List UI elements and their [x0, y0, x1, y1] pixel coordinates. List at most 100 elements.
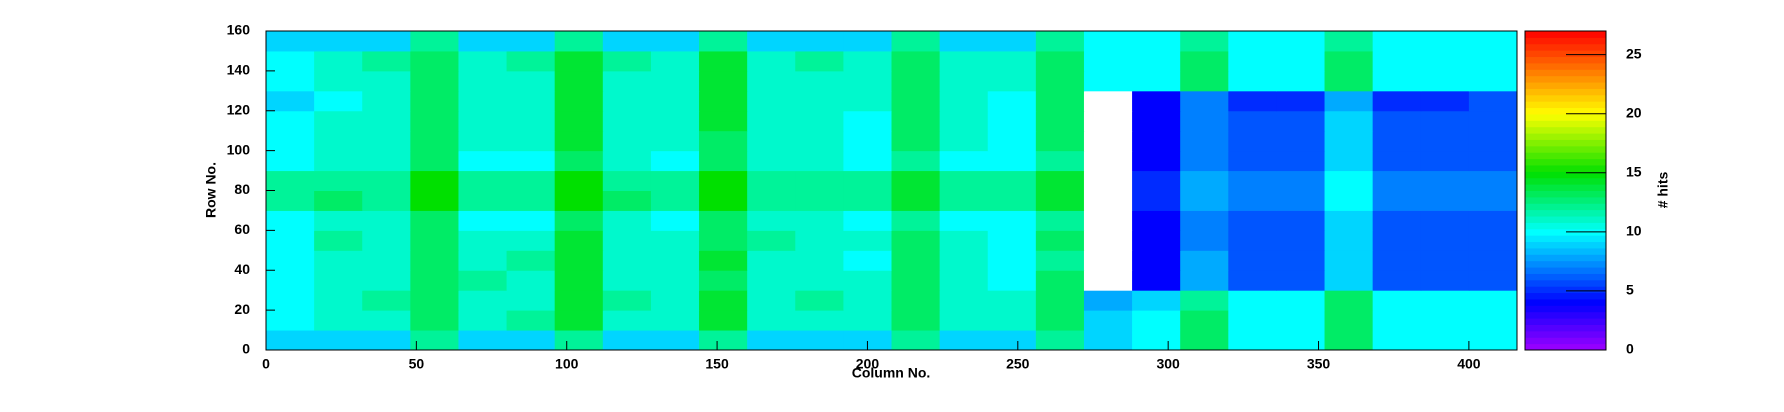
heatmap-cell	[554, 31, 604, 52]
heatmap-cell	[410, 150, 459, 172]
heatmap-cell	[1132, 210, 1181, 231]
heatmap-cell	[1324, 210, 1374, 231]
colorbar-band	[1525, 190, 1606, 198]
heatmap-cell	[1324, 31, 1374, 52]
heatmap-cell	[602, 230, 652, 251]
heatmap-cell	[602, 310, 652, 331]
heatmap-cell	[843, 270, 892, 291]
heatmap-cell	[506, 330, 556, 351]
heatmap-cell	[1420, 270, 1470, 291]
heatmap-cell	[314, 130, 363, 152]
heatmap-cell	[554, 110, 604, 132]
heatmap-cell	[795, 110, 844, 132]
heatmap-cell	[458, 50, 508, 72]
heatmap-cell	[362, 210, 411, 231]
heatmap-cell	[554, 270, 604, 291]
colorbar-band	[1525, 273, 1606, 281]
heatmap-cell	[410, 290, 459, 311]
heatmap-cell	[1035, 310, 1085, 331]
heatmap-cell	[939, 110, 989, 132]
heatmap-cell	[458, 190, 508, 211]
heatmap-cell	[747, 230, 796, 251]
heatmap-cell	[1324, 70, 1374, 92]
heatmap-cell	[1228, 330, 1277, 351]
heatmap-cell	[891, 330, 941, 351]
heatmap-cell	[1468, 290, 1518, 311]
x-tick-label: 300	[1156, 356, 1180, 372]
heatmap-cell	[795, 230, 844, 251]
heatmap-cell	[1372, 310, 1422, 331]
heatmap-cell	[458, 270, 508, 291]
heatmap-cell	[843, 150, 892, 172]
heatmap-cell	[314, 270, 363, 291]
colorbar-band	[1525, 158, 1606, 166]
heatmap-cell	[314, 170, 363, 191]
heatmap-cell	[554, 90, 604, 112]
heatmap-cell	[362, 130, 411, 152]
colorbar-band	[1525, 298, 1606, 306]
colorbar-band	[1525, 184, 1606, 191]
heatmap-cell	[1228, 130, 1277, 152]
heatmap-cell	[891, 290, 941, 311]
heatmap-cell	[1468, 31, 1518, 52]
heatmap-cell	[1372, 190, 1422, 211]
heatmap-cell	[987, 310, 1037, 331]
heatmap-cell	[554, 190, 604, 211]
heatmap-cell	[1468, 170, 1518, 191]
heatmap-cell	[891, 90, 941, 112]
heatmap-cell	[314, 230, 363, 251]
x-axis-label: Column No.	[852, 365, 931, 381]
heatmap-cell	[506, 270, 556, 291]
colorbar-band	[1525, 37, 1606, 45]
heatmap-cell	[1228, 70, 1277, 92]
heatmap-cell	[1180, 270, 1229, 291]
heatmap-cell	[1083, 210, 1133, 231]
heatmap-cell	[362, 150, 411, 172]
heatmap-cell	[1228, 110, 1277, 132]
heatmap-cell	[1468, 250, 1518, 271]
heatmap-cell	[939, 31, 989, 52]
heatmap-cell	[1468, 210, 1518, 231]
y-axis-label: Row No.	[203, 162, 219, 218]
heatmap-cell	[1372, 270, 1422, 291]
heatmap-cell	[987, 170, 1037, 191]
heatmap-cell	[410, 330, 459, 351]
heatmap-cell	[891, 190, 941, 211]
heatmap-cell	[843, 190, 892, 211]
heatmap-cell	[1180, 31, 1229, 52]
heatmap-cell	[266, 90, 315, 112]
heatmap-cell	[1468, 70, 1518, 92]
heatmap-cell	[1372, 250, 1422, 271]
heatmap-cell	[939, 270, 989, 291]
heatmap-cell	[891, 250, 941, 271]
heatmap-cell	[1324, 130, 1374, 152]
heatmap-cell	[266, 250, 315, 271]
heatmap-cell	[1132, 230, 1181, 251]
heatmap-cell	[314, 110, 363, 132]
heatmap-cell	[1083, 110, 1133, 132]
heatmap-cell	[1083, 31, 1133, 52]
heatmap-cell	[1372, 230, 1422, 251]
heatmap-cell	[362, 190, 411, 211]
heatmap-cell	[650, 230, 700, 251]
heatmap-cell	[1372, 170, 1422, 191]
heatmap-cell	[266, 50, 315, 72]
heatmap-cell	[1468, 330, 1518, 351]
heatmap-cell	[1276, 110, 1326, 132]
heatmap-cell	[362, 310, 411, 331]
heatmap-cell	[602, 170, 652, 191]
heatmap-cell	[1228, 31, 1277, 52]
colorbar-band	[1525, 43, 1606, 51]
heatmap-cell	[795, 31, 844, 52]
x-tick-label: 0	[262, 356, 270, 372]
heatmap-cell	[795, 50, 844, 72]
heatmap-cell	[266, 310, 315, 331]
heatmap-cell	[506, 31, 556, 52]
heatmap-cell	[554, 230, 604, 251]
heatmap-cell	[1228, 250, 1277, 271]
heatmap-cell	[650, 130, 700, 152]
heatmap-cell	[1420, 190, 1470, 211]
heatmap-cell	[1276, 31, 1326, 52]
heatmap-cell	[266, 31, 315, 52]
heatmap-cell	[891, 310, 941, 331]
